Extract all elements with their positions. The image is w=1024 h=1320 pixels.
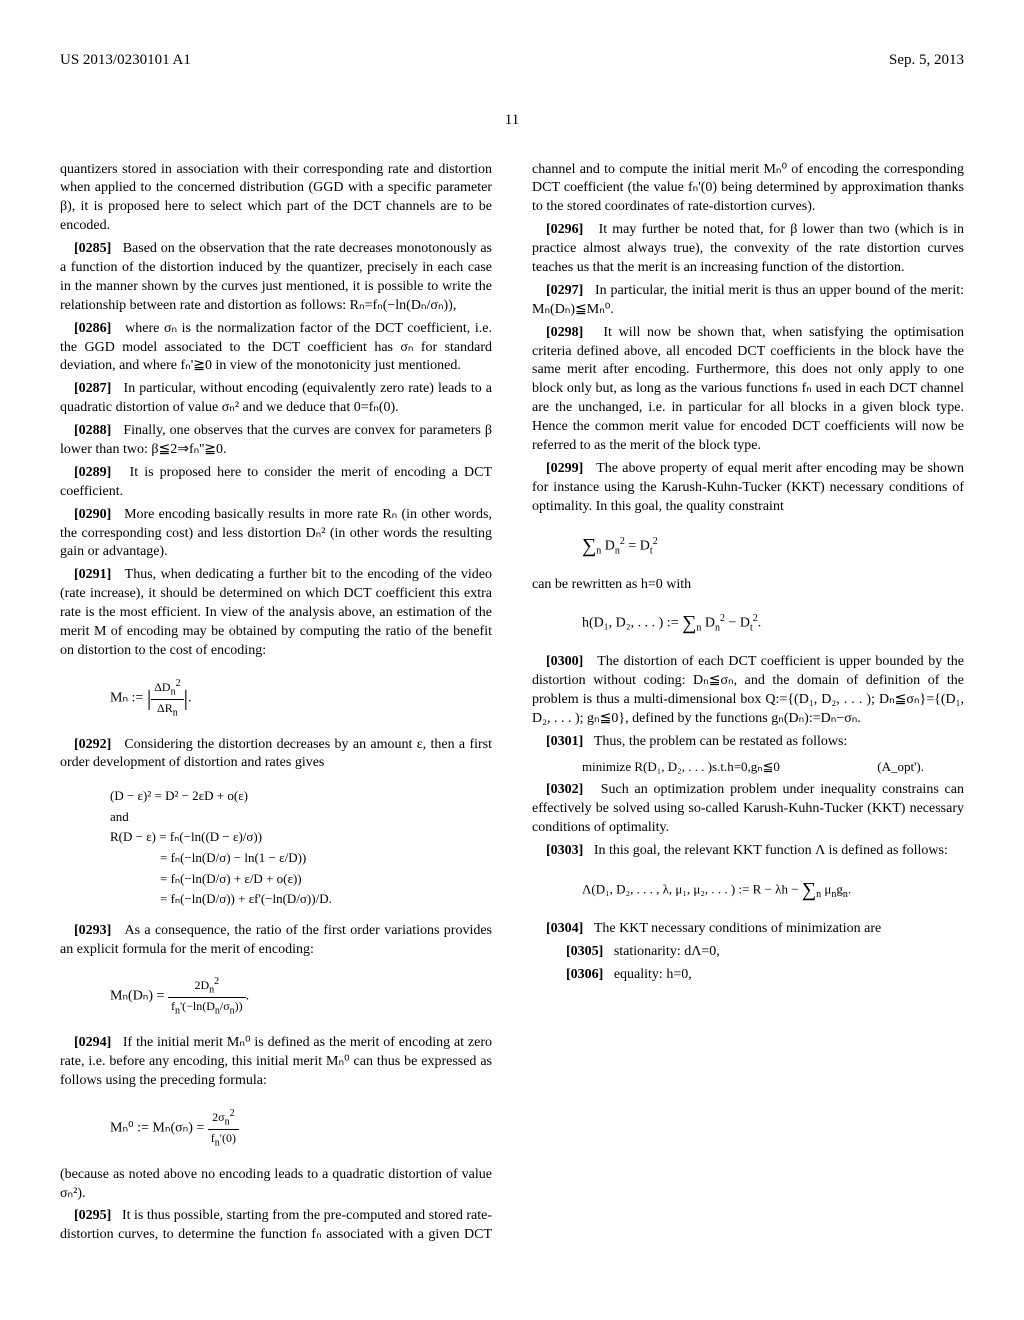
eq-line: and [110,808,492,826]
para-num: [0300] [546,654,583,669]
publication-number: US 2013/0230101 A1 [60,50,191,70]
para-num: [0288] [74,423,111,438]
para-0299: [0299] The above property of equal merit… [532,460,964,517]
para-text: In particular, without encoding (equival… [60,381,492,415]
eq-line: = fₙ(−ln(D/σ) + ε/D + o(ε)) [160,870,492,888]
intro-para: quantizers stored in association with th… [60,161,492,237]
para-num: [0297] [546,283,583,298]
para-text: Thus, the problem can be restated as fol… [594,734,847,749]
tail-para-1: (because as noted above no encoding lead… [60,1166,492,1204]
para-0294: [0294] If the initial merit Mₙ⁰ is defin… [60,1034,492,1091]
para-0292: [0292] Considering the distortion decrea… [60,736,492,774]
eq-line: R(D − ε) = fₙ(−ln((D − ε)/σ)) [110,828,492,846]
para-num: [0303] [546,843,583,858]
eq-text: Λ(D₁, D₂, . . . , λ, μ₁, μ₂, . . . ) := … [582,881,799,896]
para-text: It is proposed here to consider the meri… [60,465,492,499]
para-num: [0293] [74,923,111,938]
eq-text: h(D₁, D₂, . . . ) := [582,616,679,631]
para-num: [0299] [546,461,583,476]
para-0301: [0301] Thus, the problem can be restated… [532,733,964,752]
para-0306: [0306] equality: h=0, [552,966,964,985]
para-text: The KKT necessary conditions of minimiza… [594,921,881,936]
eq-text: Mₙ := [110,690,143,705]
eq-line: = fₙ(−ln(D/σ) − ln(1 − ε/D)) [160,849,492,867]
para-0291: [0291] Thus, when dedicating a further b… [60,566,492,660]
para-0289: [0289] It is proposed here to consider t… [60,464,492,502]
eq-line: = fₙ(−ln(D/σ)) + εf'(−ln(D/σ))/D. [160,890,492,908]
eq-text: minimize R(D₁, D₂, . . . )s.t.h=0,gₙ≦0 [582,758,780,776]
para-0288: [0288] Finally, one observes that the cu… [60,422,492,460]
para-num: [0306] [566,967,603,982]
para-0286: [0286] where σₙ is the normalization fac… [60,320,492,377]
page-header: US 2013/0230101 A1 Sep. 5, 2013 [60,50,964,70]
para-text: Considering the distortion decreases by … [60,737,492,771]
para-num: [0305] [566,944,603,959]
para-0297: [0297] In particular, the initial merit … [532,282,964,320]
para-text: More encoding basically results in more … [60,507,492,560]
para-0290: [0290] More encoding basically results i… [60,506,492,563]
para-text: Finally, one observes that the curves ar… [60,423,492,457]
para-0302: [0302] Such an optimization problem unde… [532,781,964,838]
para-num: [0301] [546,734,583,749]
tail-para-2: can be rewritten as h=0 with [532,576,964,595]
para-0298: [0298] It will now be shown that, when s… [532,324,964,456]
equation-block-1: (D − ε)² = D² − 2εD + o(ε) and R(D − ε) … [110,787,492,907]
para-text: Such an optimization problem under inequ… [532,782,964,835]
para-text: where σₙ is the normalization factor of … [60,321,492,374]
para-num: [0302] [546,782,583,797]
eq-tag: (A_opt'). [877,758,924,776]
para-num: [0285] [74,241,111,256]
equation-h: h(D₁, D₂, . . . ) := ∑n Dn2 − Dt2. [582,610,964,637]
para-0296: [0296] It may further be noted that, for… [532,221,964,278]
para-0293: [0293] As a consequence, the ratio of th… [60,922,492,960]
para-num: [0287] [74,381,111,396]
para-text: stationarity: dΛ=0, [614,944,720,959]
equation-mn: Mₙ := |ΔDn2ΔRn|. [110,677,492,720]
para-num: [0295] [74,1208,111,1223]
eq-text: Mₙ⁰ := Mₙ(σₙ) = [110,1120,204,1135]
para-num: [0292] [74,737,111,752]
para-text: It may further be noted that, for β lowe… [532,222,964,275]
para-text: equality: h=0, [614,967,692,982]
para-num: [0298] [546,325,583,340]
para-text: Based on the observation that the rate d… [60,241,492,313]
publication-date: Sep. 5, 2013 [889,50,964,70]
para-0304: [0304] The KKT necessary conditions of m… [532,920,964,939]
para-0303: [0303] In this goal, the relevant KKT fu… [532,842,964,861]
para-text: The above property of equal merit after … [532,461,964,514]
eq-text: Mₙ(Dₙ) = [110,989,164,1004]
para-num: [0296] [546,222,583,237]
para-text: If the initial merit Mₙ⁰ is defined as t… [60,1035,492,1088]
para-num: [0291] [74,567,111,582]
page-number: 11 [60,110,964,130]
para-num: [0294] [74,1035,111,1050]
equation-sum: ∑n Dn2 = Dt2 [582,533,964,560]
equation-lambda: Λ(D₁, D₂, . . . , λ, μ₁, μ₂, . . . ) := … [582,877,964,904]
para-text: In particular, the initial merit is thus… [532,283,964,317]
para-num: [0304] [546,921,583,936]
para-num: [0289] [74,465,111,480]
para-num: [0290] [74,507,111,522]
equation-mn0: Mₙ⁰ := Mₙ(σₙ) = 2σn2fn'(0) [110,1107,492,1150]
para-0287: [0287] In particular, without encoding (… [60,380,492,418]
para-num: [0286] [74,321,111,336]
equation-mndn: Mₙ(Dₙ) = 2Dn2fn'(−ln(Dn/σn)). [110,975,492,1018]
content-area: quantizers stored in association with th… [60,161,964,1261]
equation-minimize: minimize R(D₁, D₂, . . . )s.t.h=0,gₙ≦0 (… [582,758,924,776]
para-text: It will now be shown that, when satisfyi… [532,325,964,453]
para-text: The distortion of each DCT coefficient i… [532,654,964,726]
para-text: Thus, when dedicating a further bit to t… [60,567,492,658]
para-text: As a consequence, the ratio of the first… [60,923,492,957]
eq-line: (D − ε)² = D² − 2εD + o(ε) [110,787,492,805]
para-0285: [0285] Based on the observation that the… [60,240,492,316]
para-text: In this goal, the relevant KKT function … [594,843,948,858]
para-0305: [0305] stationarity: dΛ=0, [552,943,964,962]
para-0300: [0300] The distortion of each DCT coeffi… [532,653,964,729]
